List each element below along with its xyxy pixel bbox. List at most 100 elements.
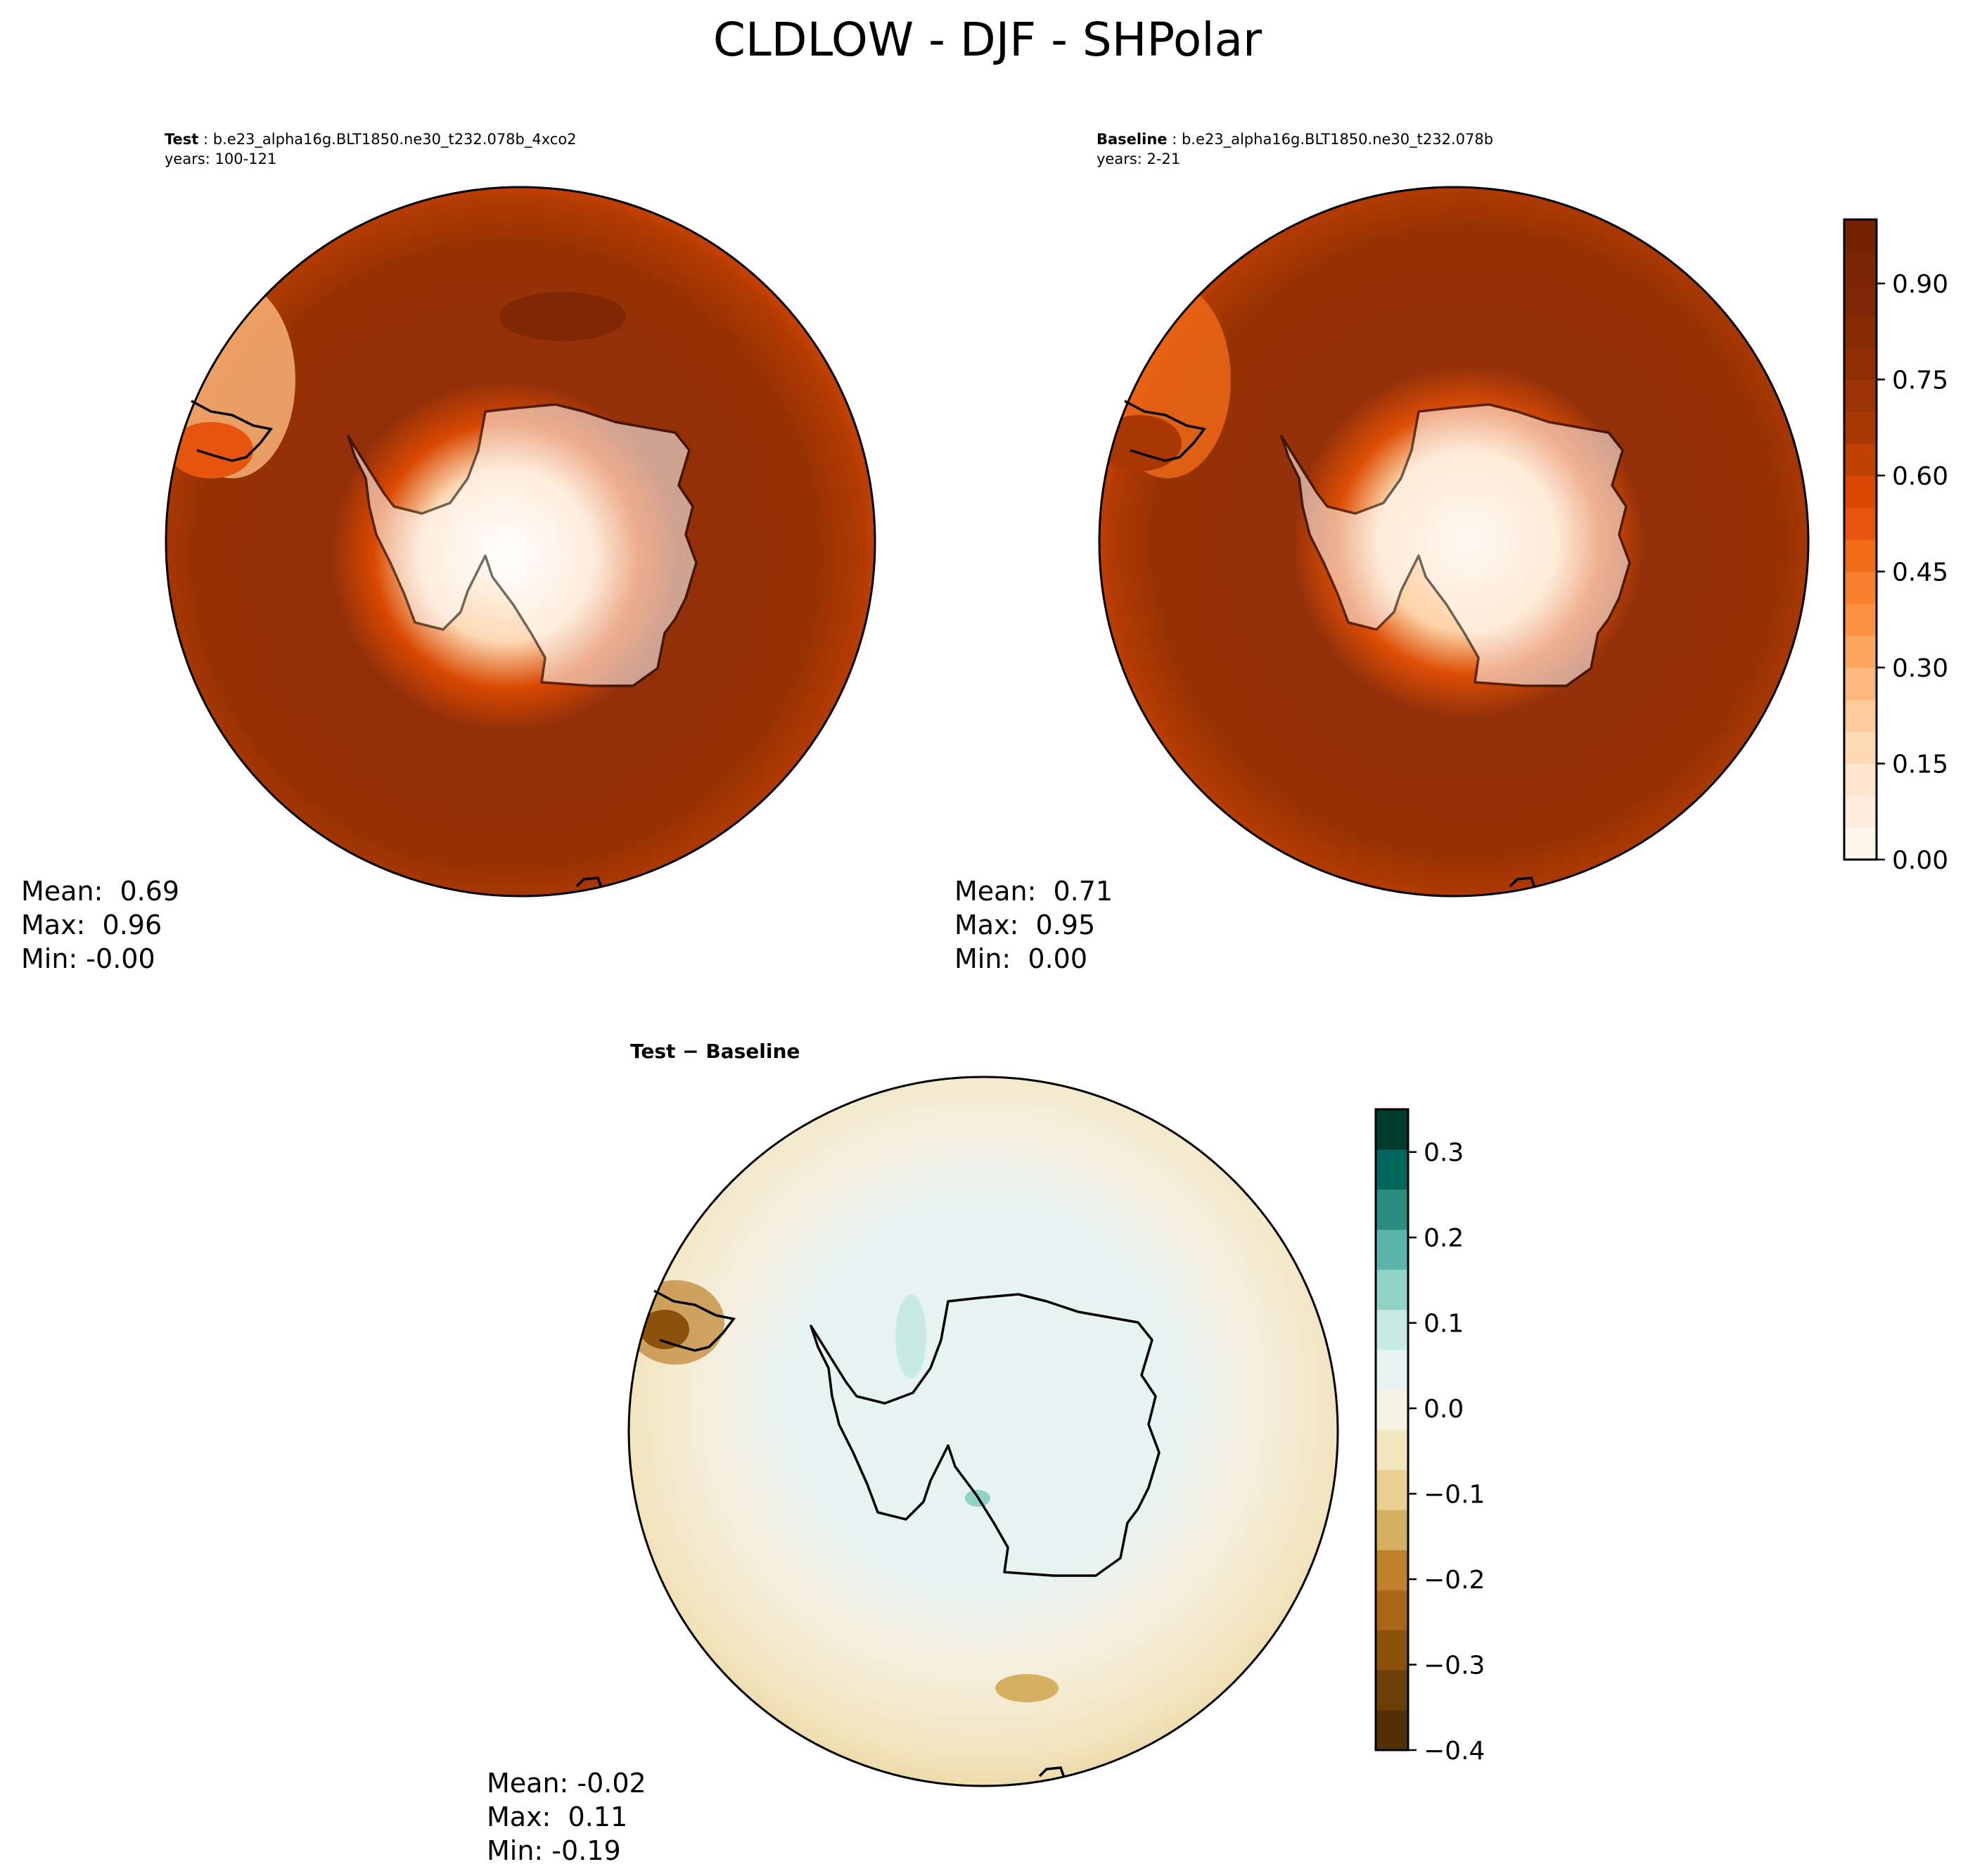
test-min: Min: -0.00 [21,943,155,974]
test-header: Test : b.e23_alpha16g.BLT1850.ne30_t232.… [165,131,577,167]
difference-colorbar-swatch [1376,1389,1408,1430]
difference-colorbar-swatch [1376,1309,1408,1351]
test-map-patch [169,422,253,478]
abs-colorbar-tick-label: 0.45 [1892,559,1948,587]
baseline-map-patch [1099,415,1182,471]
abs-colorbar-swatch [1844,507,1877,540]
difference-colorbar-swatch [1376,1269,1408,1310]
baseline-header: Baseline : b.e23_alpha16g.BLT1850.ne30_t… [1097,131,1494,167]
difference-map-frame [627,1076,1339,1787]
difference-map-south-america-coastline [653,1289,736,1352]
difference-colorbar-swatch [1376,1349,1408,1391]
abs-colorbar-swatch [1844,668,1877,700]
abs-colorbar-tick-label: 0.90 [1892,270,1948,299]
test-map-south-america-coastline [191,400,274,462]
abs-colorbar-swatch [1844,732,1877,764]
difference-map [627,1076,1339,1787]
difference-colorbar-swatch [1376,1429,1408,1470]
difference-min: Min: -0.19 [487,1835,621,1866]
baseline-years: years: 2-21 [1097,151,1181,167]
difference-colorbar-swatch [1376,1550,1408,1590]
difference-colorbar-swatch [1376,1670,1408,1711]
abs-colorbar-swatch [1844,763,1877,796]
abs-colorbar-swatch [1844,827,1877,860]
difference-colorbar-swatch [1376,1590,1408,1631]
test-label: Test [165,131,199,148]
abs-colorbar-swatch [1844,699,1877,732]
difference-map-positive-patch [895,1294,926,1379]
difference-colorbar-swatch [1376,1469,1408,1510]
abs-colorbar-tick-label: 0.75 [1892,366,1948,395]
abs-colorbar-swatch [1844,219,1877,252]
baseline-max: Max: 0.95 [954,910,1096,940]
difference-colorbar: 0.3 0.2 0.1 0.0 −0.1 −0.2 −0.3 −0.4 [1374,1108,1485,1766]
abs-colorbar-swatch [1844,347,1877,380]
abs-colorbar-tick-label: 0.00 [1892,846,1948,875]
baseline-case-name: b.e23_alpha16g.BLT1850.ne30_t232.078b [1181,131,1494,148]
difference-colorbar-swatch [1376,1229,1408,1270]
baseline-stats: Mean: 0.71 Max: 0.95 Min: 0.00 [954,874,1113,976]
abs-colorbar-swatch [1844,315,1877,348]
difference-mean: Mean: -0.02 [487,1768,646,1799]
difference-colorbar-tick-label: 0.3 [1424,1139,1464,1168]
abs-colorbar-swatch [1844,379,1877,412]
difference-colorbar-swatch [1376,1189,1408,1230]
abs-colorbar-swatch [1844,411,1877,444]
abs-colorbar-swatch [1844,635,1877,668]
difference-title: Test − Baseline [630,1040,800,1063]
abs-colorbar-outline [1843,218,1878,861]
difference-colorbar-tick-label: −0.2 [1424,1566,1485,1595]
abs-colorbar-tick-label: 0.30 [1892,654,1948,683]
baseline-map-south-america-coastline [1124,400,1207,462]
difference-colorbar-outline [1374,1108,1410,1751]
baseline-map-antarctica-coastline [1280,403,1631,687]
abs-colorbar-tick-label: 0.60 [1892,462,1948,491]
abs-colorbar-swatch [1844,476,1877,508]
difference-max: Max: 0.11 [487,1801,628,1832]
abs-colorbar: 0.00 0.15 0.30 0.45 0.60 0.75 0.90 [1843,218,1948,875]
baseline-map-frame [1098,186,1810,898]
abs-colorbar-swatch [1844,443,1877,476]
difference-colorbar-swatch [1376,1710,1408,1751]
difference-colorbar-tick-label: −0.3 [1424,1652,1485,1680]
test-map-australia-coastline [575,876,603,888]
difference-colorbar-swatch [1376,1630,1408,1671]
page-title: CLDLOW - DJF - SHPolar [712,13,1263,67]
difference-map-negative-patch-south [995,1674,1059,1702]
abs-colorbar-swatch [1844,796,1877,828]
test-years: years: 100-121 [165,151,277,167]
difference-stats: Mean: -0.02 Max: 0.11 Min: -0.19 [487,1766,646,1868]
baseline-min: Min: 0.00 [954,943,1087,974]
baseline-mean: Mean: 0.71 [954,876,1113,907]
abs-colorbar-swatch [1844,604,1877,636]
difference-colorbar-tick-label: 0.1 [1424,1310,1464,1339]
test-max: Max: 0.96 [21,910,162,940]
difference-map-antarctica-coastline [810,1293,1161,1577]
baseline-label: Baseline [1097,131,1168,148]
difference-colorbar-swatch [1376,1510,1408,1550]
abs-colorbar-tick-label: 0.15 [1892,751,1948,779]
difference-colorbar-tick-label: 0.2 [1424,1224,1464,1253]
test-map [165,186,876,898]
test-map-high-cloud-patch [499,292,626,341]
difference-colorbar-swatch [1376,1149,1408,1190]
abs-colorbar-swatch [1844,540,1877,572]
difference-map-australia-coastline [1038,1766,1066,1778]
difference-colorbar-tick-label: −0.1 [1424,1481,1485,1510]
difference-colorbar-tick-label: −0.4 [1424,1737,1485,1766]
baseline-map-australia-coastline [1509,876,1536,888]
difference-map-field [629,1077,1338,1786]
test-mean: Mean: 0.69 [21,876,180,907]
abs-colorbar-swatch [1844,283,1877,316]
abs-colorbar-swatch [1844,251,1877,284]
test-case-name: b.e23_alpha16g.BLT1850.ne30_t232.078b_4x… [212,131,577,148]
difference-colorbar-tick-label: 0.0 [1424,1395,1464,1424]
abs-colorbar-swatch [1844,571,1877,604]
test-map-antarctica-coastline [347,403,698,687]
difference-map-strong-negative-patch [640,1310,689,1349]
baseline-map [1098,186,1810,898]
test-map-frame [165,186,876,898]
test-stats: Mean: 0.69 Max: 0.96 Min: -0.00 [21,874,179,976]
difference-colorbar-swatch [1376,1109,1408,1150]
